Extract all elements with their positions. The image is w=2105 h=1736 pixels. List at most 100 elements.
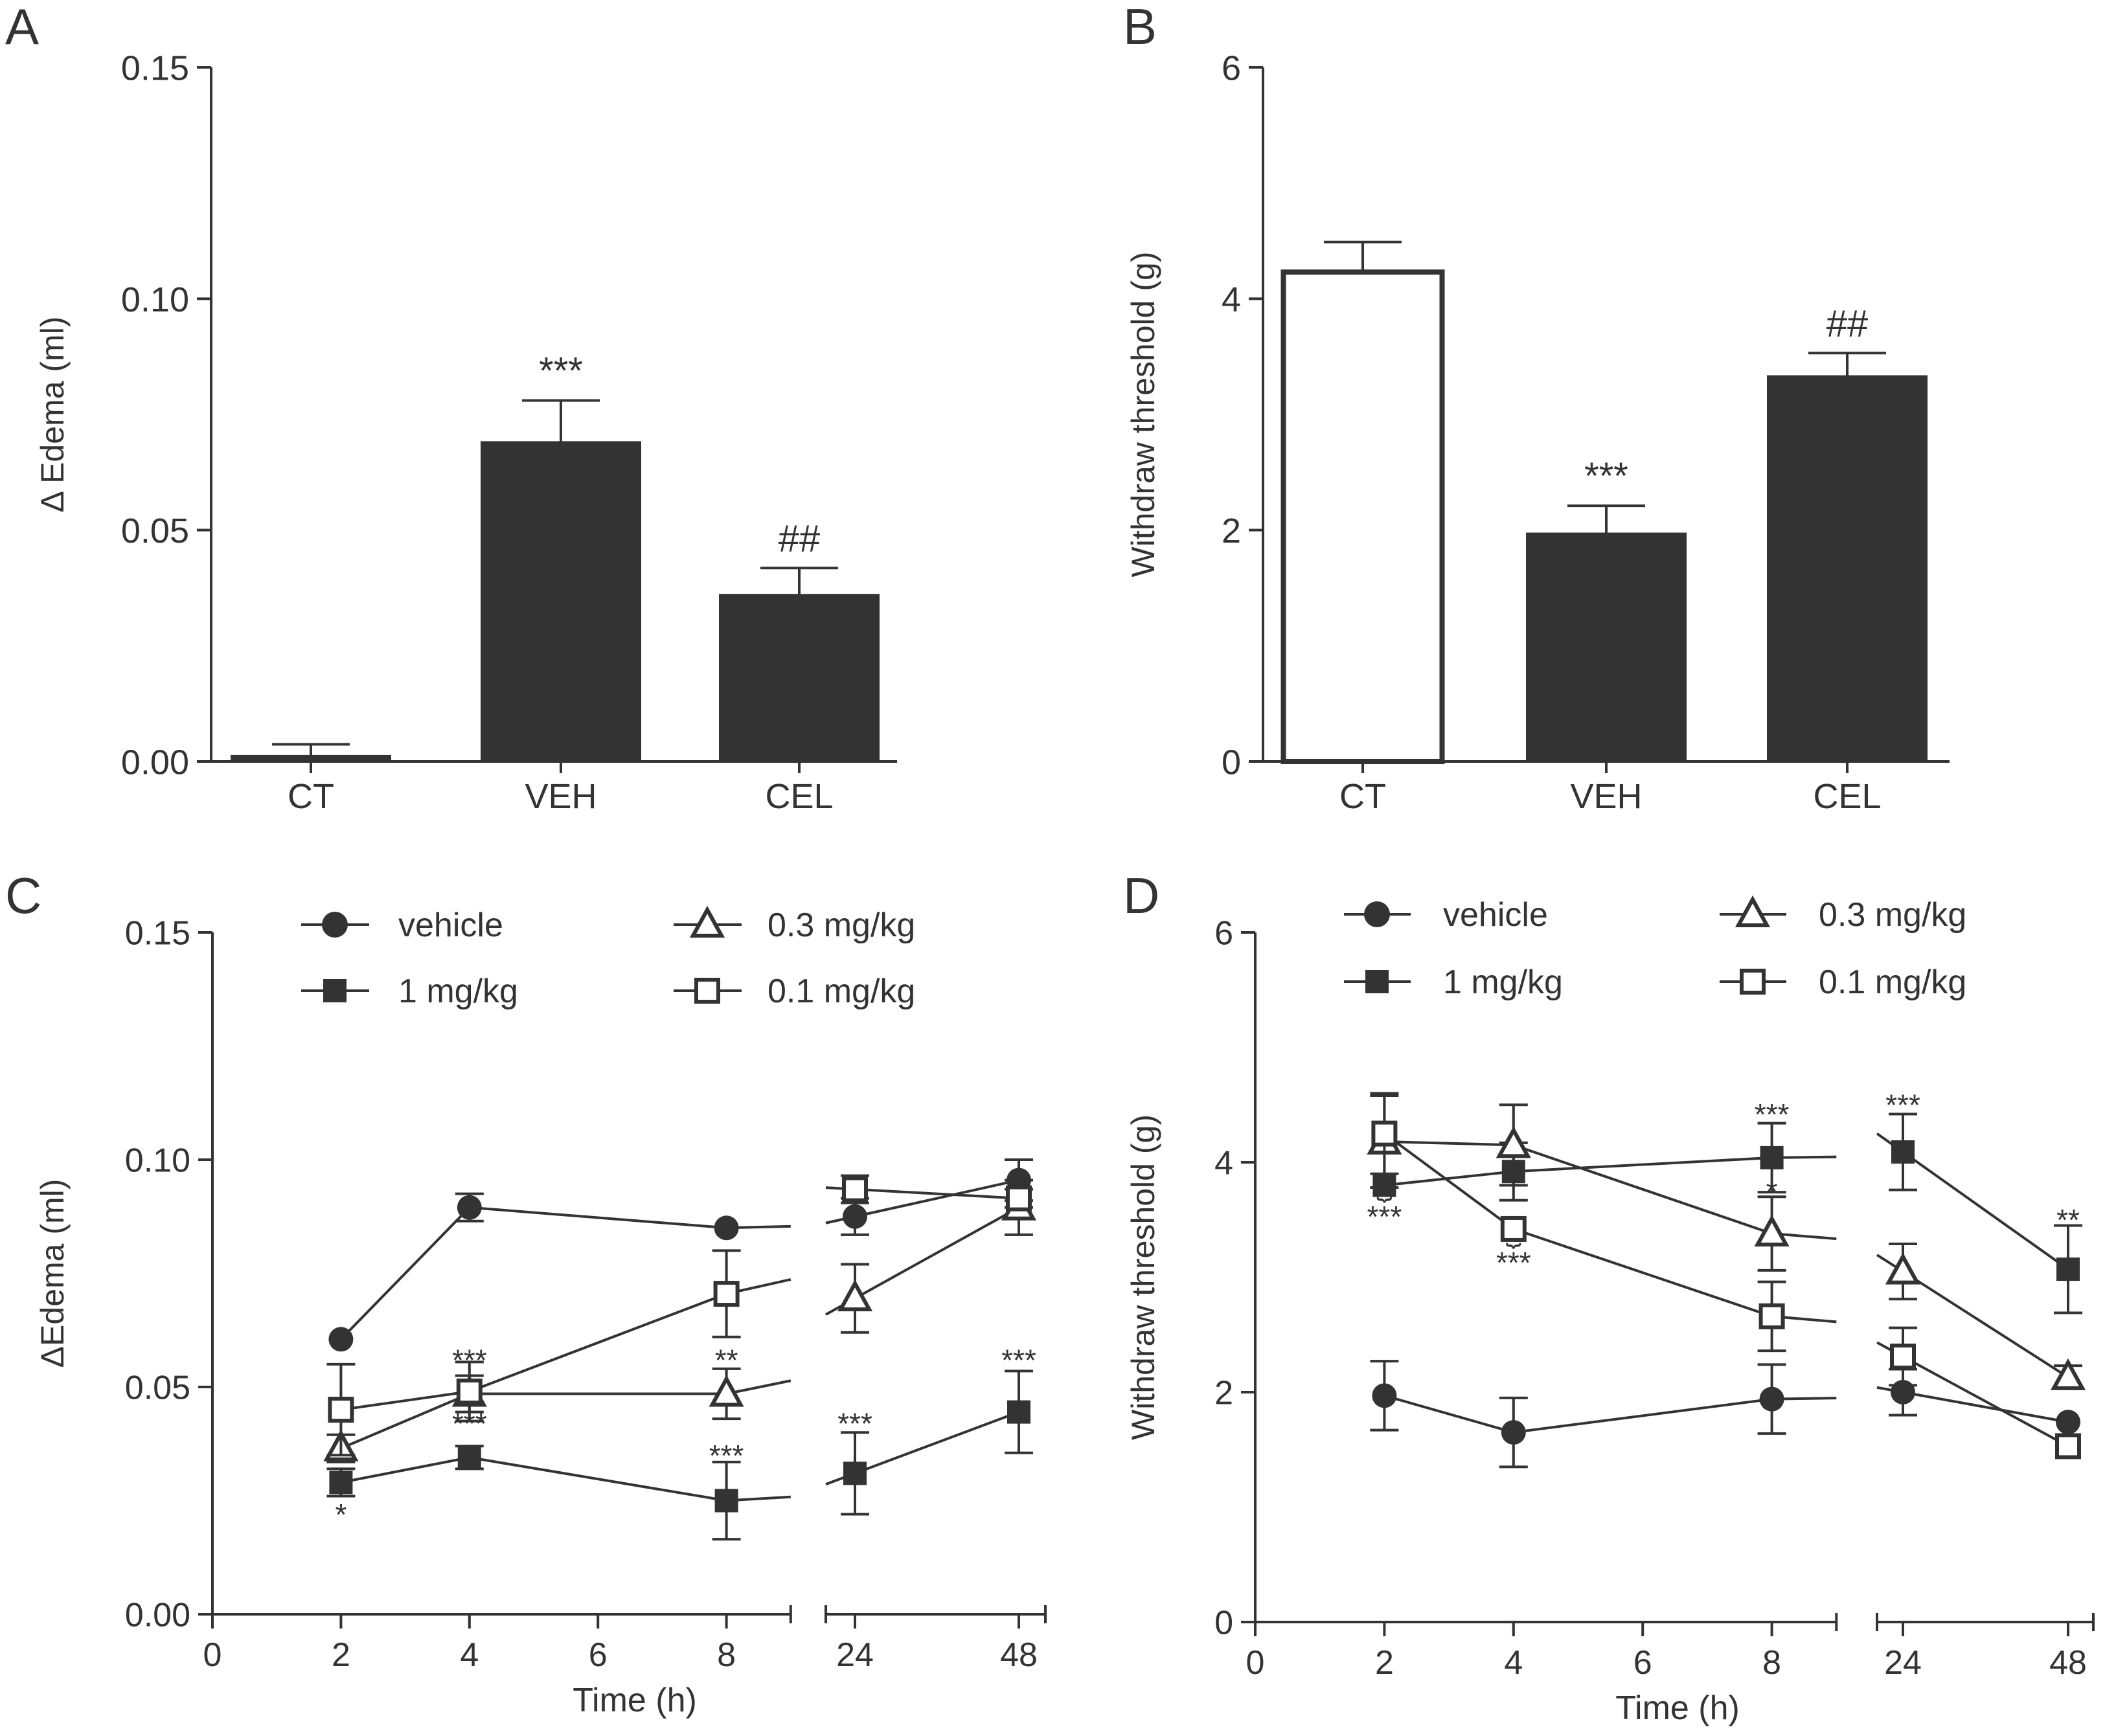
legend-label-0-1mgkg: 0.1 mg/kg xyxy=(1819,964,1966,1001)
y-tick-label: 2 xyxy=(1214,1375,1233,1412)
y-tick-label: 0.10 xyxy=(125,1142,190,1180)
y-tick-label: 6 xyxy=(1222,49,1241,87)
data-point-open-triangle xyxy=(2050,1358,2086,1390)
legend-item-1mgkg: 1 mg/kg xyxy=(301,973,518,1010)
data-point-open-square xyxy=(1006,1185,1032,1212)
y-tick-label: 2 xyxy=(1222,512,1241,550)
x-tick-label: 4 xyxy=(460,1636,479,1674)
x-tick-label: 8 xyxy=(717,1636,736,1674)
x-tick-label: 8 xyxy=(1762,1644,1781,1682)
x-tick-label: CT xyxy=(1339,777,1386,816)
y-axis-label: Withdraw threshold (g) xyxy=(1125,1114,1161,1440)
series-line-point3 xyxy=(1384,1140,1837,1241)
y-tick-label: 0.05 xyxy=(125,1370,190,1407)
x-tick-label: CEL xyxy=(1813,777,1881,816)
significance-brace: ⏟ xyxy=(1506,1218,1521,1249)
legend-item-0-1mgkg: 0.1 mg/kg xyxy=(1720,964,1966,1001)
significance-label: *** xyxy=(452,1407,487,1441)
panel-letter-d: D xyxy=(1123,867,1159,924)
data-point-open-triangle xyxy=(709,1375,744,1407)
data-point-filled-circle xyxy=(328,1327,354,1352)
x-tick-label: 24 xyxy=(1884,1644,1922,1682)
x-tick-label: 2 xyxy=(332,1636,350,1674)
significance-label: *** xyxy=(1367,1200,1402,1234)
data-point-filled-circle xyxy=(457,1195,482,1220)
significance-label: *** xyxy=(452,1343,487,1377)
y-tick-label: 0.00 xyxy=(121,743,189,782)
significance-label: ## xyxy=(1826,302,1869,344)
x-axis-label: Time (h) xyxy=(573,1682,697,1719)
legend-item-0-1mgkg: 0.1 mg/kg xyxy=(674,973,915,1010)
y-tick-label: 0.10 xyxy=(121,280,189,319)
legend-label-1mgkg: 1 mg/kg xyxy=(398,973,518,1010)
data-point-open-triangle xyxy=(1885,1252,1921,1285)
x-tick-label: 0 xyxy=(203,1636,222,1674)
y-axis-label: Withdraw threshold (g) xyxy=(1125,252,1161,578)
panel-letter-a: A xyxy=(5,0,39,55)
y-axis-label: ΔEdema (ml) xyxy=(34,1179,71,1368)
legend-open-square-marker xyxy=(694,978,720,1004)
x-tick-label: VEH xyxy=(1570,777,1642,816)
data-point-open-square xyxy=(842,1176,868,1202)
significance-label: *** xyxy=(1001,1343,1036,1377)
legend-label-0-3mgkg: 0.3 mg/kg xyxy=(768,907,915,944)
legend-item-vehicle: vehicle xyxy=(1344,896,1548,934)
y-tick-label: 0.05 xyxy=(121,512,189,550)
data-point-filled-circle xyxy=(714,1215,739,1241)
series-line-point1 xyxy=(1383,1133,1837,1324)
y-tick-label: 0 xyxy=(1222,743,1241,782)
data-point-filled-circle xyxy=(1372,1383,1397,1408)
panel-d-legend: vehicle 1 mg/kg 0.3 mg/kg 0.1 mg/kg xyxy=(1344,895,1966,1001)
legend-filled-circle-marker xyxy=(322,912,348,938)
data-point-open-triangle xyxy=(837,1279,873,1312)
legend-filled-circle-marker xyxy=(1364,901,1390,927)
significance-label: ** xyxy=(715,1343,738,1377)
legend-open-square-marker xyxy=(1740,969,1766,995)
data-point-filled-square xyxy=(714,1489,738,1513)
data-point-filled-square xyxy=(843,1461,867,1485)
data-point-filled-circle xyxy=(1501,1420,1526,1445)
panel-letter-c: C xyxy=(5,867,41,924)
data-point-open-triangle xyxy=(1754,1214,1790,1247)
x-tick-label: 6 xyxy=(1633,1644,1652,1682)
bar xyxy=(231,754,391,763)
y-tick-label: 6 xyxy=(1214,915,1233,953)
data-point-open-triangle xyxy=(1496,1126,1531,1158)
data-point-open-square xyxy=(456,1379,483,1405)
legend-open-triangle-marker xyxy=(1735,895,1771,927)
data-point-filled-square xyxy=(1007,1400,1030,1424)
x-axis-label: Time (h) xyxy=(1615,1689,1740,1727)
x-tick-label: 6 xyxy=(589,1636,608,1674)
significance-label: ** xyxy=(2056,1203,2080,1237)
bar xyxy=(1526,532,1687,763)
significance-label: *** xyxy=(1496,1246,1531,1279)
x-tick-label: 48 xyxy=(1000,1636,1038,1674)
data-point-filled-square xyxy=(2056,1257,2080,1281)
y-tick-label: 4 xyxy=(1222,280,1241,319)
legend-label-0-3mgkg: 0.3 mg/kg xyxy=(1819,896,1966,934)
legend-label-vehicle: vehicle xyxy=(1443,896,1548,934)
y-tick-label: 0.15 xyxy=(125,915,190,953)
data-point-filled-square xyxy=(457,1445,481,1469)
significance-label: *** xyxy=(709,1439,744,1472)
x-tick-label: 4 xyxy=(1504,1644,1523,1682)
x-tick-label: 2 xyxy=(1375,1644,1394,1682)
legend-filled-square-marker xyxy=(1365,970,1389,993)
x-tick-label: 48 xyxy=(2049,1644,2087,1682)
legend-label-vehicle: vehicle xyxy=(398,907,503,944)
series-line-one xyxy=(341,1456,791,1502)
panel-letter-b: B xyxy=(1123,0,1157,55)
significance-label: *** xyxy=(1584,455,1628,497)
bar xyxy=(481,441,641,763)
significance-label: *** xyxy=(837,1407,872,1441)
significance-label: ## xyxy=(779,517,821,559)
data-point-filled-square xyxy=(1760,1145,1784,1169)
bar xyxy=(1767,375,1928,763)
significance-label: *** xyxy=(1755,1098,1790,1131)
y-tick-label: 4 xyxy=(1214,1145,1233,1182)
data-point-filled-circle xyxy=(843,1204,867,1229)
data-point-filled-square xyxy=(329,1471,353,1494)
